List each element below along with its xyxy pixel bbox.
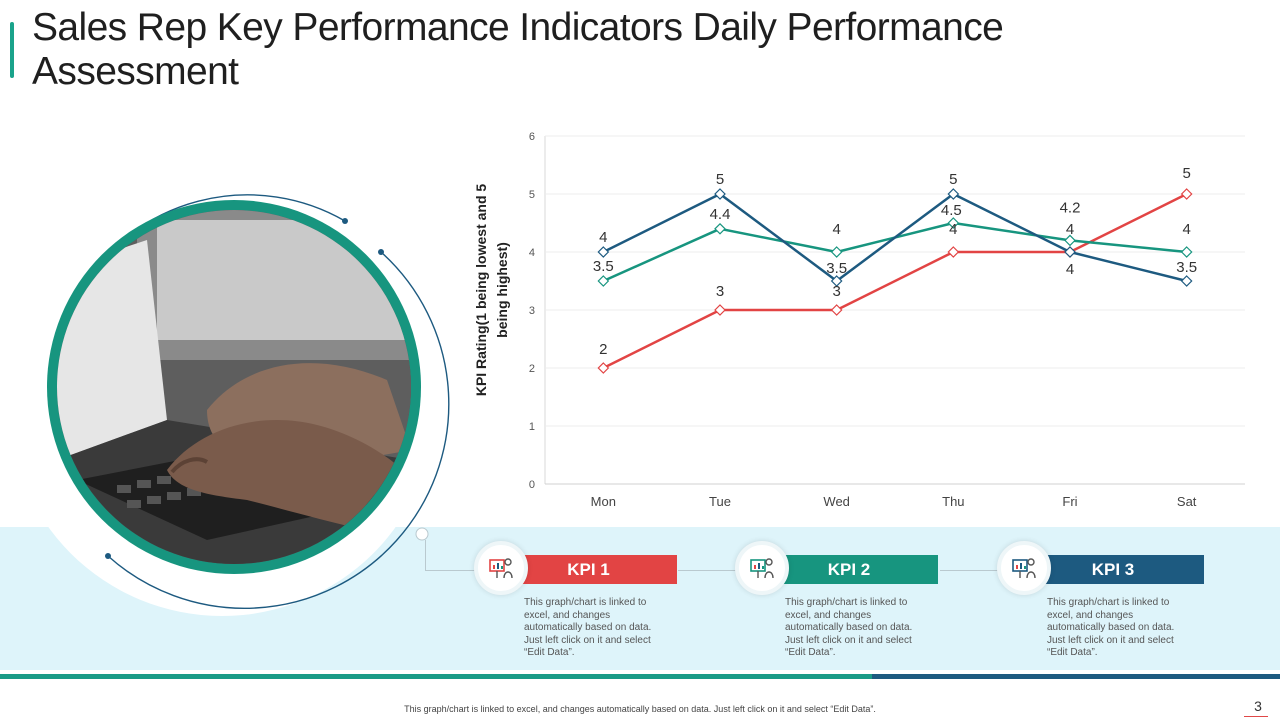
x-tick-label: Tue — [709, 494, 731, 509]
data-point — [597, 362, 610, 374]
kpi-line-chart: 0 1 2 3 4 5 6 Mon Tue Wed Thu Fri Sat 2 3 3 4 4 5 3.5 4.4 4… — [473, 131, 1245, 509]
data-label: 4 — [1066, 261, 1074, 278]
kpi1-pill: KPI 1 — [500, 555, 677, 584]
data-label: 3 — [832, 283, 840, 300]
data-label: 5 — [949, 171, 957, 188]
data-label: 4.4 — [710, 206, 731, 223]
data-point — [947, 217, 960, 229]
data-label: 4.5 — [941, 202, 962, 219]
kpi-connector — [940, 570, 1000, 571]
data-point — [1180, 246, 1193, 258]
series-line-1 — [602, 192, 1188, 370]
data-label: 4 — [832, 221, 840, 238]
kpi-connector-vertical — [425, 540, 426, 570]
title-accent-bar — [10, 22, 14, 78]
footnote: This graph/chart is linked to excel, and… — [404, 704, 876, 714]
data-point — [830, 304, 843, 316]
kpi3-pill: KPI 3 — [1022, 555, 1204, 584]
data-point — [597, 275, 610, 287]
data-label: 4 — [599, 229, 607, 246]
kpi3-description: This graph/chart is linked to excel, and… — [1047, 597, 1175, 658]
x-tick-label: Thu — [942, 494, 964, 509]
data-label: 4.2 — [1060, 199, 1081, 216]
data-label: 3.5 — [826, 260, 847, 277]
data-point — [714, 222, 726, 235]
page-number: 3 — [1254, 698, 1262, 714]
data-label: 5 — [1182, 165, 1190, 182]
x-tick-label: Mon — [591, 494, 616, 509]
y-tick-label: 3 — [529, 305, 535, 317]
data-label: 4 — [949, 221, 957, 238]
laptop-typing-photo — [57, 210, 411, 564]
data-point — [597, 246, 610, 258]
y-tick-label: 5 — [529, 189, 535, 201]
kpi1-description: This graph/chart is linked to excel, and… — [524, 597, 652, 658]
presentation-chart-icon — [997, 541, 1051, 595]
kpi-connector — [425, 570, 485, 571]
footer-green-bar — [0, 674, 872, 679]
kpi2-description: This graph/chart is linked to excel, and… — [785, 597, 913, 658]
data-point — [830, 275, 843, 287]
data-label: 5 — [716, 171, 724, 188]
series-line-3 — [602, 192, 1187, 283]
x-tick-label: Sat — [1177, 494, 1197, 509]
data-label: 3.5 — [1176, 259, 1197, 276]
data-point — [947, 188, 960, 200]
footer-blue-bar — [872, 674, 1280, 679]
data-label: 4 — [1066, 221, 1074, 238]
data-label: 3 — [716, 283, 724, 300]
data-point — [1180, 188, 1193, 200]
data-point — [714, 304, 726, 316]
presentation-chart-icon — [474, 541, 528, 595]
data-point — [1180, 275, 1193, 287]
presentation-chart-icon — [735, 541, 789, 595]
y-tick-label: 0 — [529, 479, 535, 491]
y-tick-label: 2 — [529, 363, 535, 375]
page-title: Sales Rep Key Performance Indicators Dai… — [32, 6, 1004, 93]
data-point — [714, 188, 726, 200]
data-label: 4 — [1182, 221, 1190, 238]
page-number-underline — [1244, 716, 1268, 717]
kpi-connector — [678, 570, 738, 571]
data-point — [1064, 246, 1076, 258]
data-point — [1064, 234, 1076, 247]
y-tick-label: 6 — [529, 131, 535, 143]
y-axis-label-line1: KPI Rating(1 being lowest and 5 — [473, 184, 489, 397]
y-axis-label-line2: being highest) — [494, 242, 510, 338]
y-tick-label: 4 — [529, 247, 535, 259]
data-label: 3.5 — [593, 258, 614, 275]
y-tick-label: 1 — [529, 421, 535, 433]
kpi2-pill: KPI 2 — [760, 555, 938, 584]
x-tick-label: Fri — [1062, 494, 1077, 509]
data-point — [830, 246, 843, 258]
data-point — [947, 246, 960, 258]
data-label: 2 — [599, 341, 607, 358]
x-tick-label: Wed — [823, 494, 850, 509]
